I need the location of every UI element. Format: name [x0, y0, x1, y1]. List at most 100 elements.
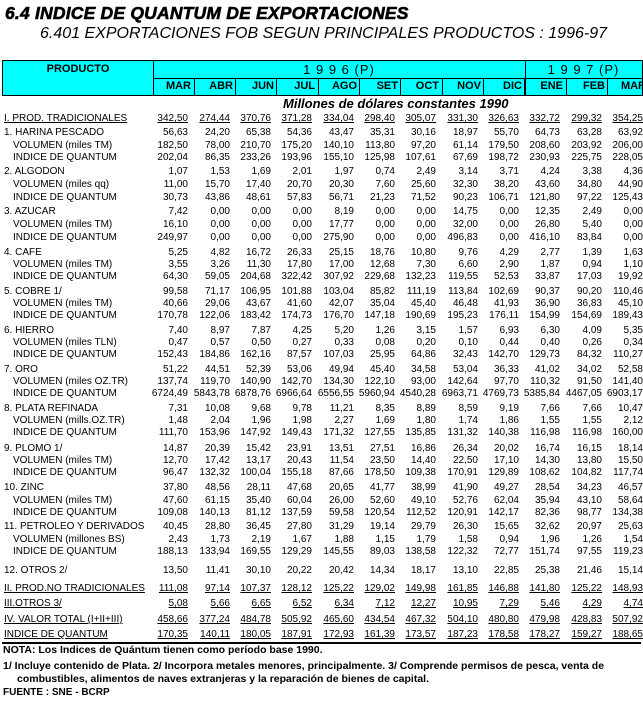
cell-oct: 34,58	[396, 363, 436, 376]
cell-mar: 170,78	[148, 309, 188, 322]
cell-value: 20,22	[286, 565, 312, 576]
row-label: 1. HARINA PESCADO	[4, 126, 104, 139]
cell-value: 64,30	[162, 271, 188, 282]
cell-value: 90,20	[576, 286, 602, 297]
cell-value: 12,68	[369, 259, 395, 270]
cell-value: 125,22	[323, 583, 354, 594]
cell-value: 0,00	[251, 219, 271, 230]
cell-value: 7,42	[168, 206, 188, 217]
cell-mar: 56,63	[148, 126, 188, 139]
cell-ene: 0,40	[520, 336, 560, 349]
cell-jun: 17,40	[231, 178, 271, 191]
cell-abr: 10,08	[190, 402, 230, 415]
cell-mar: 51,22	[148, 363, 188, 376]
cell-value: 0,50	[251, 337, 271, 348]
cell-value: 230,93	[529, 152, 560, 163]
cell-abr: 29,06	[190, 297, 230, 310]
cell-jul: 142,70	[272, 375, 312, 388]
cell-jun: 106,95	[231, 285, 271, 298]
header-divider	[524, 78, 525, 95]
cell-nov: 6963,71	[438, 387, 478, 400]
cell-value: 91,50	[576, 376, 602, 387]
cell-mar: 458,66	[148, 613, 188, 626]
cell-nov: 1,58	[438, 533, 478, 546]
cell-mar: 119,23	[603, 545, 643, 558]
row-label: 3. AZUCAR	[4, 205, 56, 218]
row-label: INDICE DE QUANTUM	[13, 309, 117, 322]
cell-value: 4540,28	[399, 388, 436, 399]
cell-oct: 8,89	[396, 402, 436, 415]
row-label: II. PROD.NO TRADICIONALES	[4, 582, 145, 595]
cell-jul: 0,00	[272, 205, 312, 218]
row-label-text: 11. PETROLEO Y DERIVADOS	[4, 521, 145, 532]
cell-value: 120,54	[364, 507, 395, 518]
cell-value: 161,85	[447, 583, 478, 594]
cell-oct: 97,20	[396, 139, 436, 152]
cell-dic: 0,94	[479, 533, 519, 546]
cell-value: 190,69	[405, 310, 436, 321]
cell-ene: 141,80	[520, 582, 560, 595]
cell-abr: 43,86	[190, 191, 230, 204]
cell-value: 140,90	[240, 376, 271, 387]
cell-abr: 15,70	[190, 178, 230, 191]
cell-mar: 148,93	[603, 582, 643, 595]
cell-set: 5960,94	[355, 387, 395, 400]
header-producto: PRODUCTO	[46, 63, 110, 75]
cell-value: 122,10	[364, 376, 395, 387]
cell-value: 342,50	[157, 113, 188, 124]
header-month-oct: OCT	[415, 80, 439, 92]
cell-value: 0,10	[458, 337, 478, 348]
cell-value: 2,77	[540, 247, 560, 258]
cell-value: 137,59	[281, 507, 312, 518]
cell-feb: 116,98	[562, 426, 602, 439]
cell-nov: 10,95	[438, 597, 478, 610]
cell-ene: 154,99	[520, 309, 560, 322]
cell-value: 14,75	[452, 206, 478, 217]
cell-value: 0,74	[375, 166, 395, 177]
cell-value: 155,10	[323, 152, 354, 163]
cell-ago: 11,54	[314, 454, 354, 467]
cell-value: 12,35	[534, 206, 560, 217]
cell-value: 147,92	[240, 427, 271, 438]
cell-value: 107,03	[323, 349, 354, 360]
cell-set: 14,34	[355, 564, 395, 577]
cell-value: 7,66	[582, 403, 602, 414]
table-row: INDICE DE QUANTUM 170,78 122,06 183,42 174,7…	[0, 309, 643, 322]
cell-value: 4,36	[623, 166, 643, 177]
cell-value: 45,40	[410, 298, 436, 309]
cell-ene: 1,55	[520, 414, 560, 427]
row-label: IV. VALOR TOTAL (I+II+III)	[4, 613, 123, 626]
cell-set: 35,31	[355, 126, 395, 139]
header-month-ago: AGO	[331, 80, 357, 92]
cell-abr: 8,97	[190, 324, 230, 337]
row-label-text: 5. COBRE 1/	[4, 286, 62, 297]
row-label-text: INDICE DE QUANTUM	[13, 427, 117, 438]
cell-value: 82,36	[534, 507, 560, 518]
header-year-1997: 1 9 9 7 (P)	[547, 62, 620, 77]
cell-feb: 97,22	[562, 191, 602, 204]
cell-ago: 171,32	[314, 426, 354, 439]
cell-value: 1,74	[458, 415, 478, 426]
cell-set: 0,74	[355, 165, 395, 178]
cell-value: 1,54	[623, 534, 643, 545]
cell-set: 113,80	[355, 139, 395, 152]
cell-value: 5,08	[168, 598, 188, 609]
cell-value: 1,79	[416, 534, 436, 545]
cell-feb: 1,26	[562, 533, 602, 546]
cell-value: 90,23	[452, 192, 478, 203]
cell-abr: 86,35	[190, 151, 230, 164]
cell-value: 86,35	[204, 152, 230, 163]
cell-ene: 178,27	[520, 628, 560, 641]
cell-nov: 170,91	[438, 466, 478, 479]
cell-value: 56,71	[328, 192, 354, 203]
cell-value: 1,53	[210, 166, 230, 177]
cell-mar: 7,31	[148, 402, 188, 415]
header-month-jun: JUN	[251, 80, 274, 92]
cell-oct: 12,27	[396, 597, 436, 610]
cell-ene: 110,32	[520, 375, 560, 388]
row-label-text: 1. HARINA PESCADO	[4, 127, 105, 138]
cell-value: 1,48	[168, 415, 188, 426]
row-label: 10. ZINC	[4, 481, 44, 494]
table-row: I. PROD. TRADICIONALES 342,50 274,44 370,76…	[0, 112, 643, 125]
cell-value: 305,07	[405, 113, 436, 124]
